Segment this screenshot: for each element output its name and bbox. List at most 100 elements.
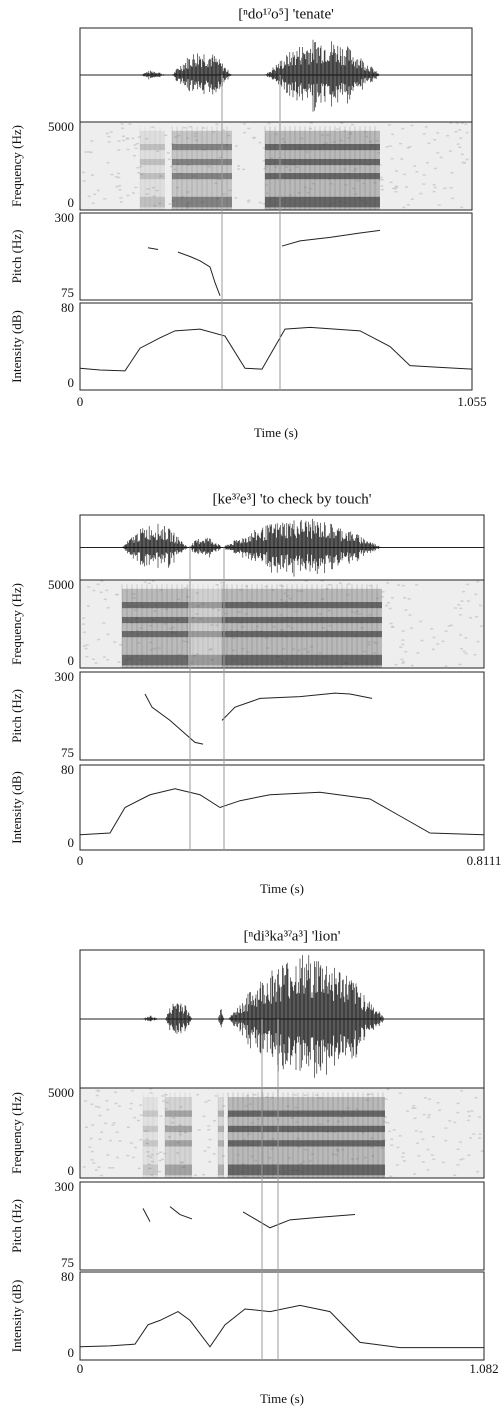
spectrogram-noise: [422, 183, 426, 185]
intensity-frame: [79, 1271, 485, 1361]
spectrogram-noise: [169, 165, 173, 168]
spectrogram-noise: [151, 126, 155, 128]
spectrogram-band: [228, 1164, 385, 1176]
spectrogram-noise: [295, 166, 299, 168]
spectrogram-noise: [293, 1094, 297, 1096]
spectrogram-noise: [90, 1159, 94, 1161]
spectrogram-noise: [229, 629, 233, 632]
spectrogram-noise: [286, 589, 290, 592]
spectrogram-frame: [79, 121, 473, 211]
panel-title: [ke³ˀe³] 'to check by touch': [213, 491, 372, 507]
spectrogram-noise: [139, 1114, 143, 1116]
spectrogram-noise: [365, 1099, 369, 1102]
spectrogram-noise: [164, 1094, 168, 1096]
spectrogram-noise: [241, 1163, 245, 1166]
spectrogram-band: [172, 196, 232, 208]
spectrogram-noise: [463, 162, 467, 164]
spectrogram-noise: [274, 133, 278, 135]
spectrogram-noise: [307, 651, 311, 653]
spectrogram-noise: [444, 665, 448, 667]
spectrogram-noise: [95, 1105, 99, 1108]
spectrogram-noise: [137, 1167, 141, 1170]
spectrogram-band: [188, 602, 222, 609]
spectrogram-band: [188, 616, 222, 624]
spectrogram-noise: [384, 1098, 388, 1100]
spectrogram-energy: [218, 1097, 224, 1178]
spectrogram-noise: [157, 1170, 161, 1173]
spectrogram-noise: [117, 1105, 121, 1107]
spectrogram-noise: [139, 165, 143, 168]
spectrogram-noise: [119, 201, 123, 203]
spectrogram-noise: [167, 158, 171, 161]
spectrogram-noise: [389, 1175, 393, 1178]
spectrogram-noise: [108, 1167, 112, 1169]
spectrogram-noise: [428, 1098, 432, 1100]
spectrogram-noise: [99, 591, 103, 594]
spectrogram-noise: [389, 181, 393, 184]
spectrogram-noise: [318, 652, 322, 654]
spectrogram-noise: [373, 181, 377, 184]
spectrogram-noise: [258, 201, 262, 204]
spectrogram-noise: [300, 137, 304, 140]
spectrogram-noise: [149, 1156, 153, 1159]
spectrogram-noise: [178, 1133, 182, 1136]
spectrogram-noise: [134, 147, 138, 150]
spectrogram-noise: [401, 662, 405, 665]
spectrogram-noise: [158, 1159, 162, 1162]
spectrogram-noise: [474, 1096, 478, 1099]
spectrogram-noise: [410, 198, 414, 200]
spectrogram-noise: [413, 1173, 417, 1175]
spectrogram-noise: [401, 643, 405, 646]
spectrogram-noise: [173, 168, 177, 171]
spectrogram-noise: [403, 173, 407, 176]
spectrogram-noise: [107, 141, 111, 143]
spectrogram-noise: [449, 122, 453, 124]
spectrogram-noise: [125, 137, 129, 139]
spectrogram-noise: [422, 133, 426, 135]
spectrogram-noise: [410, 664, 414, 667]
waveform: [122, 518, 382, 577]
spectrogram-noise: [401, 1156, 405, 1158]
spectrogram-noise: [477, 1137, 481, 1139]
pitch-frame: [79, 1181, 485, 1271]
spectrogram-noise: [404, 651, 408, 653]
pitch-contour: [144, 693, 204, 745]
spectrogram-noise: [145, 138, 149, 140]
spectrogram-noise: [420, 639, 424, 642]
spectrogram-noise: [87, 586, 91, 588]
intensity-frame: [79, 302, 473, 391]
spectrogram-noise: [433, 186, 437, 189]
spectrogram-noise: [185, 204, 189, 207]
x-tick-label: 0: [77, 853, 84, 868]
spectrogram-noise: [457, 604, 461, 606]
spectrogram-noise: [90, 174, 94, 176]
spectrogram-noise: [114, 1091, 118, 1094]
spectrogram-noise: [368, 614, 372, 616]
spectrogram-noise: [215, 624, 219, 627]
spectrogram-noise: [458, 663, 462, 666]
y-tick-label: 0: [68, 375, 75, 390]
spectrogram-noise: [242, 1138, 246, 1141]
spectrogram-noise: [296, 590, 300, 592]
spectrogram-noise: [81, 623, 85, 625]
spectrogram-noise: [100, 1131, 104, 1133]
spectrogram-noise: [283, 592, 287, 595]
spectrogram-noise: [121, 135, 125, 138]
pitch-contour: [242, 1211, 356, 1229]
spectrogram-noise: [341, 1148, 345, 1151]
spectrogram-noise: [286, 1105, 290, 1107]
spectrogram-noise: [348, 132, 352, 134]
spectrogram-noise: [183, 587, 187, 589]
spectrogram-noise: [94, 662, 98, 664]
spectrogram-noise: [272, 626, 276, 628]
spectrogram-noise: [118, 184, 122, 187]
spectrogram-noise: [102, 656, 106, 658]
spectrogram-noise: [97, 1166, 101, 1168]
spectrogram-noise: [132, 597, 136, 599]
spectrogram-noise: [93, 193, 97, 196]
spectrogram-noise: [209, 648, 213, 650]
spectrogram-noise: [355, 1108, 359, 1110]
spectrogram-noise: [285, 166, 289, 168]
spectrogram-band: [172, 173, 232, 180]
spectrogram-noise: [451, 197, 455, 200]
